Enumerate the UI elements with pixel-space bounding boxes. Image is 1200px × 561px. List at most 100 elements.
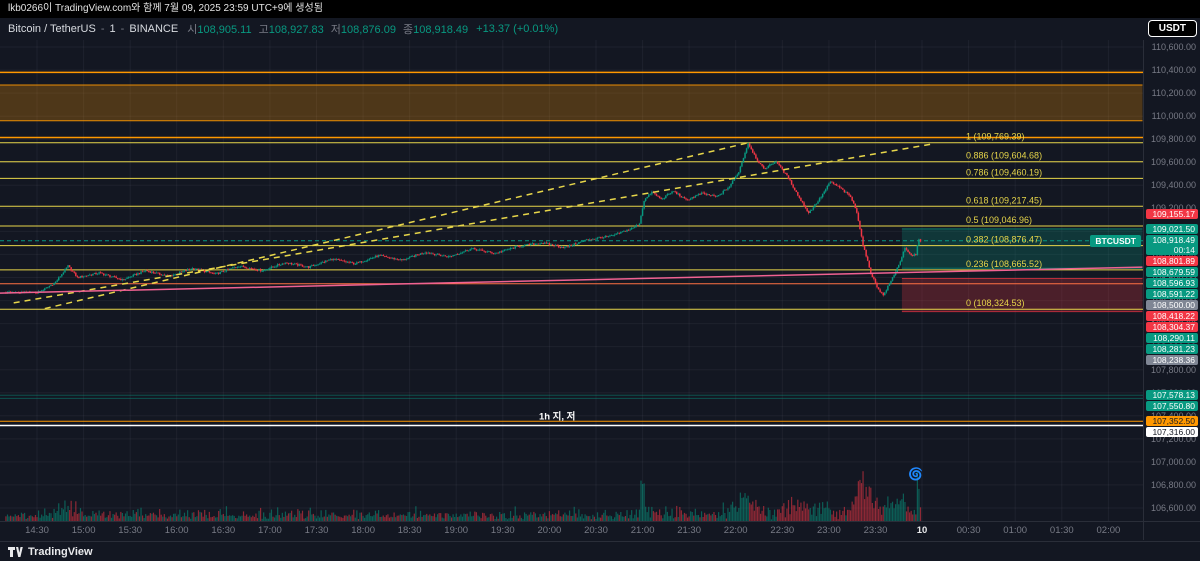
volume-bar — [912, 514, 914, 521]
candle-body — [424, 252, 426, 254]
volume-bar — [179, 509, 181, 521]
volume-bar — [767, 507, 769, 521]
candle-body — [47, 287, 49, 288]
time-label: 00:30 — [956, 525, 981, 536]
candle-body — [78, 276, 80, 278]
candle-body — [130, 276, 133, 278]
volume-bar — [283, 516, 285, 521]
candle-body — [331, 259, 333, 261]
volume-bar — [387, 514, 389, 521]
chart-area[interactable]: 1 (109,769.39) 0.886 (109,604.68) 0.786 (1… — [0, 40, 1143, 521]
candle-body — [235, 267, 237, 269]
candle-body — [464, 250, 467, 252]
volume-bar — [615, 511, 617, 521]
candle-body — [39, 290, 41, 292]
volume-bar — [772, 515, 774, 521]
volume-bar — [120, 511, 122, 521]
volume-bar — [618, 515, 620, 521]
tradingview-logo-icon[interactable] — [8, 546, 23, 558]
volume-bar — [188, 517, 190, 521]
volume-bar — [634, 514, 636, 521]
candle-body — [568, 245, 571, 247]
trendline[interactable] — [13, 142, 935, 304]
candle-body — [384, 255, 386, 257]
candle-body — [548, 243, 551, 245]
candle-body — [377, 254, 380, 257]
volume-bar — [699, 517, 701, 521]
volume-bar — [573, 506, 575, 521]
volume-bar — [418, 516, 420, 521]
price-axis[interactable]: 110,600.00 110,400.00 110,200.00 110,000.00… — [1143, 40, 1200, 521]
volume-bar — [727, 508, 729, 521]
volume-bar — [606, 515, 608, 521]
tradingview-wordmark[interactable]: TradingView — [28, 545, 93, 558]
volume-bar — [210, 517, 212, 521]
volume-bar — [69, 510, 71, 521]
candle-body — [554, 245, 557, 247]
price-tick: 107,200.00 — [1150, 433, 1196, 444]
candle-body — [879, 289, 881, 292]
candle-body — [859, 220, 861, 230]
volume-bar — [870, 487, 872, 521]
volume-bar — [822, 502, 824, 521]
candle-body — [913, 254, 916, 256]
candle-body — [272, 266, 274, 268]
volume-bar — [673, 518, 675, 521]
volume-bar — [691, 512, 693, 521]
candle-body — [213, 273, 215, 274]
symbol-title[interactable]: Bitcoin / TetherUS — [8, 23, 96, 35]
volume-bar — [323, 516, 325, 521]
candle-body — [398, 259, 400, 261]
candle-body — [686, 199, 689, 201]
time-axis[interactable]: 14:30 15:00 15:30 16:00 16:30 17:00 17:30 18:00… — [0, 521, 1143, 540]
volume-bar — [433, 513, 436, 521]
volume-bar — [224, 516, 226, 521]
interval-label[interactable]: 1 — [109, 23, 116, 35]
candle-body — [124, 278, 127, 280]
candle-body — [471, 248, 473, 250]
trendline[interactable] — [0, 266, 1143, 294]
candle-body — [851, 197, 853, 201]
candle-body — [484, 251, 487, 253]
candle-body — [429, 252, 431, 254]
volume-bar — [520, 517, 523, 521]
volume-bar — [70, 500, 72, 521]
volume-bar — [784, 517, 786, 521]
volume-bar — [683, 512, 686, 521]
volume-bar — [669, 515, 672, 521]
exchange-label[interactable]: BINANCE — [129, 23, 179, 35]
volume-bar — [287, 513, 290, 521]
candle-body — [685, 198, 687, 200]
volume-bar — [514, 506, 516, 521]
volume-bar — [365, 515, 367, 521]
volume-bar — [416, 518, 419, 521]
volume-bar — [525, 513, 527, 521]
volume-bar — [388, 517, 391, 521]
volume-bar — [419, 510, 422, 521]
chart-sticker-icon[interactable]: 🌀 — [908, 466, 923, 481]
candle-body — [745, 148, 748, 153]
volume-bar — [311, 514, 313, 521]
candle-body — [870, 267, 872, 274]
candle-body — [825, 189, 827, 192]
candle-body — [357, 262, 360, 264]
volume-bar — [315, 518, 318, 521]
volume-bar — [517, 518, 519, 521]
volume-bar — [722, 502, 724, 521]
time-label: 14:30 — [25, 525, 49, 536]
volume-bar — [214, 517, 217, 521]
candle-body — [191, 268, 194, 270]
volume-bar — [230, 515, 232, 521]
candle-body — [787, 175, 790, 180]
candle-body — [205, 271, 207, 273]
candle-body — [62, 272, 65, 275]
symbol-bar: Bitcoin / TetherUS - 1 - BINANCE 시108,90… — [0, 18, 1143, 40]
volume-bar — [345, 515, 347, 521]
volume-bar — [115, 512, 117, 521]
chart-canvas[interactable]: 1 (109,769.39) 0.886 (109,604.68) 0.786 (1… — [0, 40, 1143, 521]
chart-note-label[interactable]: 1h 지, 저 — [539, 411, 576, 423]
volume-bar — [570, 516, 572, 521]
currency-badge[interactable]: USDT — [1147, 20, 1197, 37]
candle-body — [916, 245, 919, 256]
candle-body — [67, 265, 69, 268]
